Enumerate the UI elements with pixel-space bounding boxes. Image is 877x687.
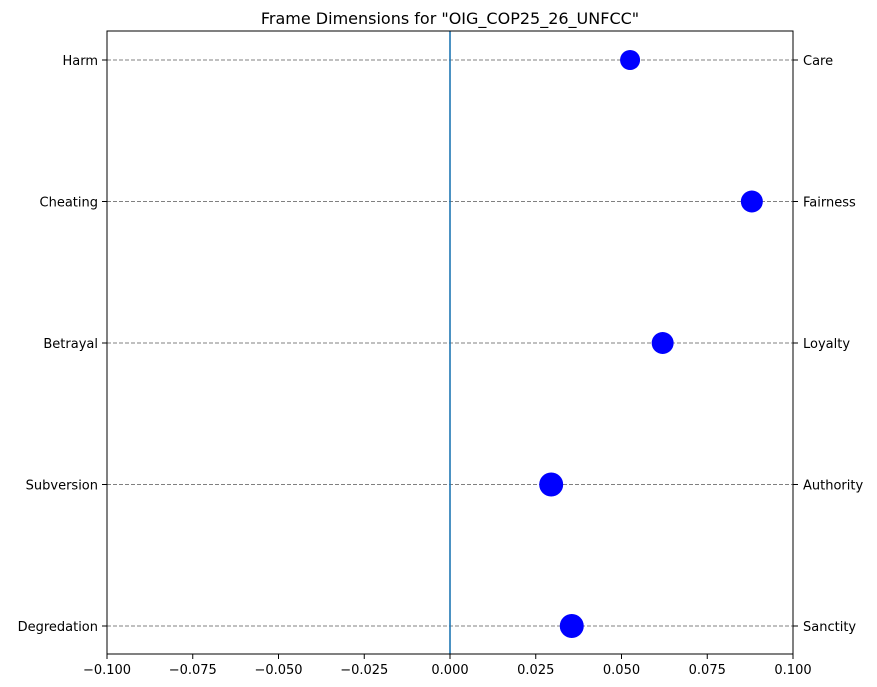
x-tick-label: 0.025 bbox=[517, 663, 554, 678]
data-point bbox=[620, 50, 641, 70]
left-axis: Harm Cheating Betrayal Subversion Degredatio… bbox=[18, 54, 107, 635]
left-tick-label: Cheating bbox=[40, 196, 98, 211]
x-axis: −0.100 −0.075 −0.050 −0.025 0.000 0.025 0.050 0… bbox=[83, 654, 812, 678]
right-tick-label: Care bbox=[803, 54, 833, 69]
data-point bbox=[559, 614, 584, 638]
right-tick-label: Sanctity bbox=[803, 620, 856, 635]
x-tick-label: −0.025 bbox=[340, 663, 388, 678]
x-tick-label: −0.050 bbox=[254, 663, 302, 678]
data-point bbox=[539, 472, 564, 497]
data-points bbox=[539, 50, 763, 638]
right-tick-label: Authority bbox=[803, 479, 863, 494]
x-tick-label: 0.100 bbox=[774, 663, 811, 678]
x-tick-label: −0.075 bbox=[169, 663, 217, 678]
data-point bbox=[740, 190, 763, 213]
x-tick-label: 0.050 bbox=[603, 663, 640, 678]
left-tick-label: Subversion bbox=[26, 479, 98, 494]
left-tick-label: Harm bbox=[62, 54, 98, 69]
data-point bbox=[651, 332, 674, 354]
right-tick-label: Loyalty bbox=[803, 337, 850, 352]
right-axis: Care Fairness Loyalty Authority Sanctity bbox=[793, 54, 863, 635]
right-tick-label: Fairness bbox=[803, 196, 856, 211]
x-tick-label: −0.100 bbox=[83, 663, 131, 678]
x-tick-label: 0.000 bbox=[431, 663, 468, 678]
left-tick-label: Degredation bbox=[18, 620, 98, 635]
x-tick-label: 0.075 bbox=[689, 663, 726, 678]
left-tick-label: Betrayal bbox=[43, 337, 98, 352]
chart-title: Frame Dimensions for "OIG_COP25_26_UNFCC… bbox=[261, 9, 639, 29]
